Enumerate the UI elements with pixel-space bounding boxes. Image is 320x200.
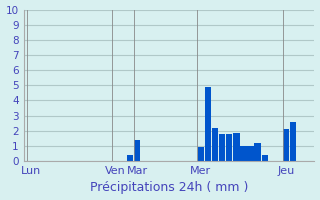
Bar	[219, 134, 225, 161]
X-axis label: Précipitations 24h ( mm ): Précipitations 24h ( mm )	[90, 181, 248, 194]
Bar	[198, 147, 204, 161]
Bar	[205, 87, 211, 161]
Bar	[283, 129, 289, 161]
Bar	[212, 128, 218, 161]
Bar	[290, 122, 296, 161]
Bar	[247, 146, 254, 161]
Bar	[233, 133, 240, 161]
Bar	[134, 140, 140, 161]
Bar	[127, 155, 133, 161]
Bar	[261, 155, 268, 161]
Bar	[240, 146, 247, 161]
Bar	[254, 143, 261, 161]
Bar	[226, 134, 233, 161]
